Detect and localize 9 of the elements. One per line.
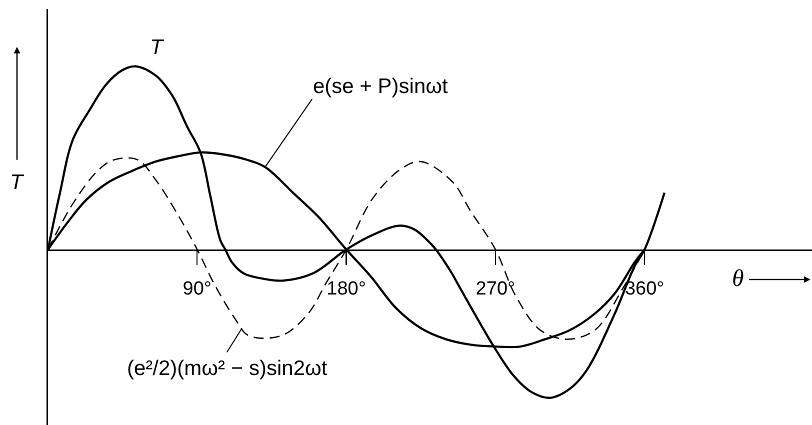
x-tick-label: 90°	[182, 278, 212, 300]
x-tick-label: 360°	[624, 278, 664, 300]
series-label: T	[150, 36, 165, 59]
annotation: e(se + P)sinωt	[313, 75, 448, 98]
x-tick-label: 270°	[476, 278, 516, 300]
x-axis-title: θ	[732, 266, 744, 292]
annotation: (e²/2)(mω² − s)sin2ωt	[127, 357, 328, 380]
x-tick-label: 180°	[326, 278, 366, 300]
y-axis-title: T	[10, 171, 25, 194]
